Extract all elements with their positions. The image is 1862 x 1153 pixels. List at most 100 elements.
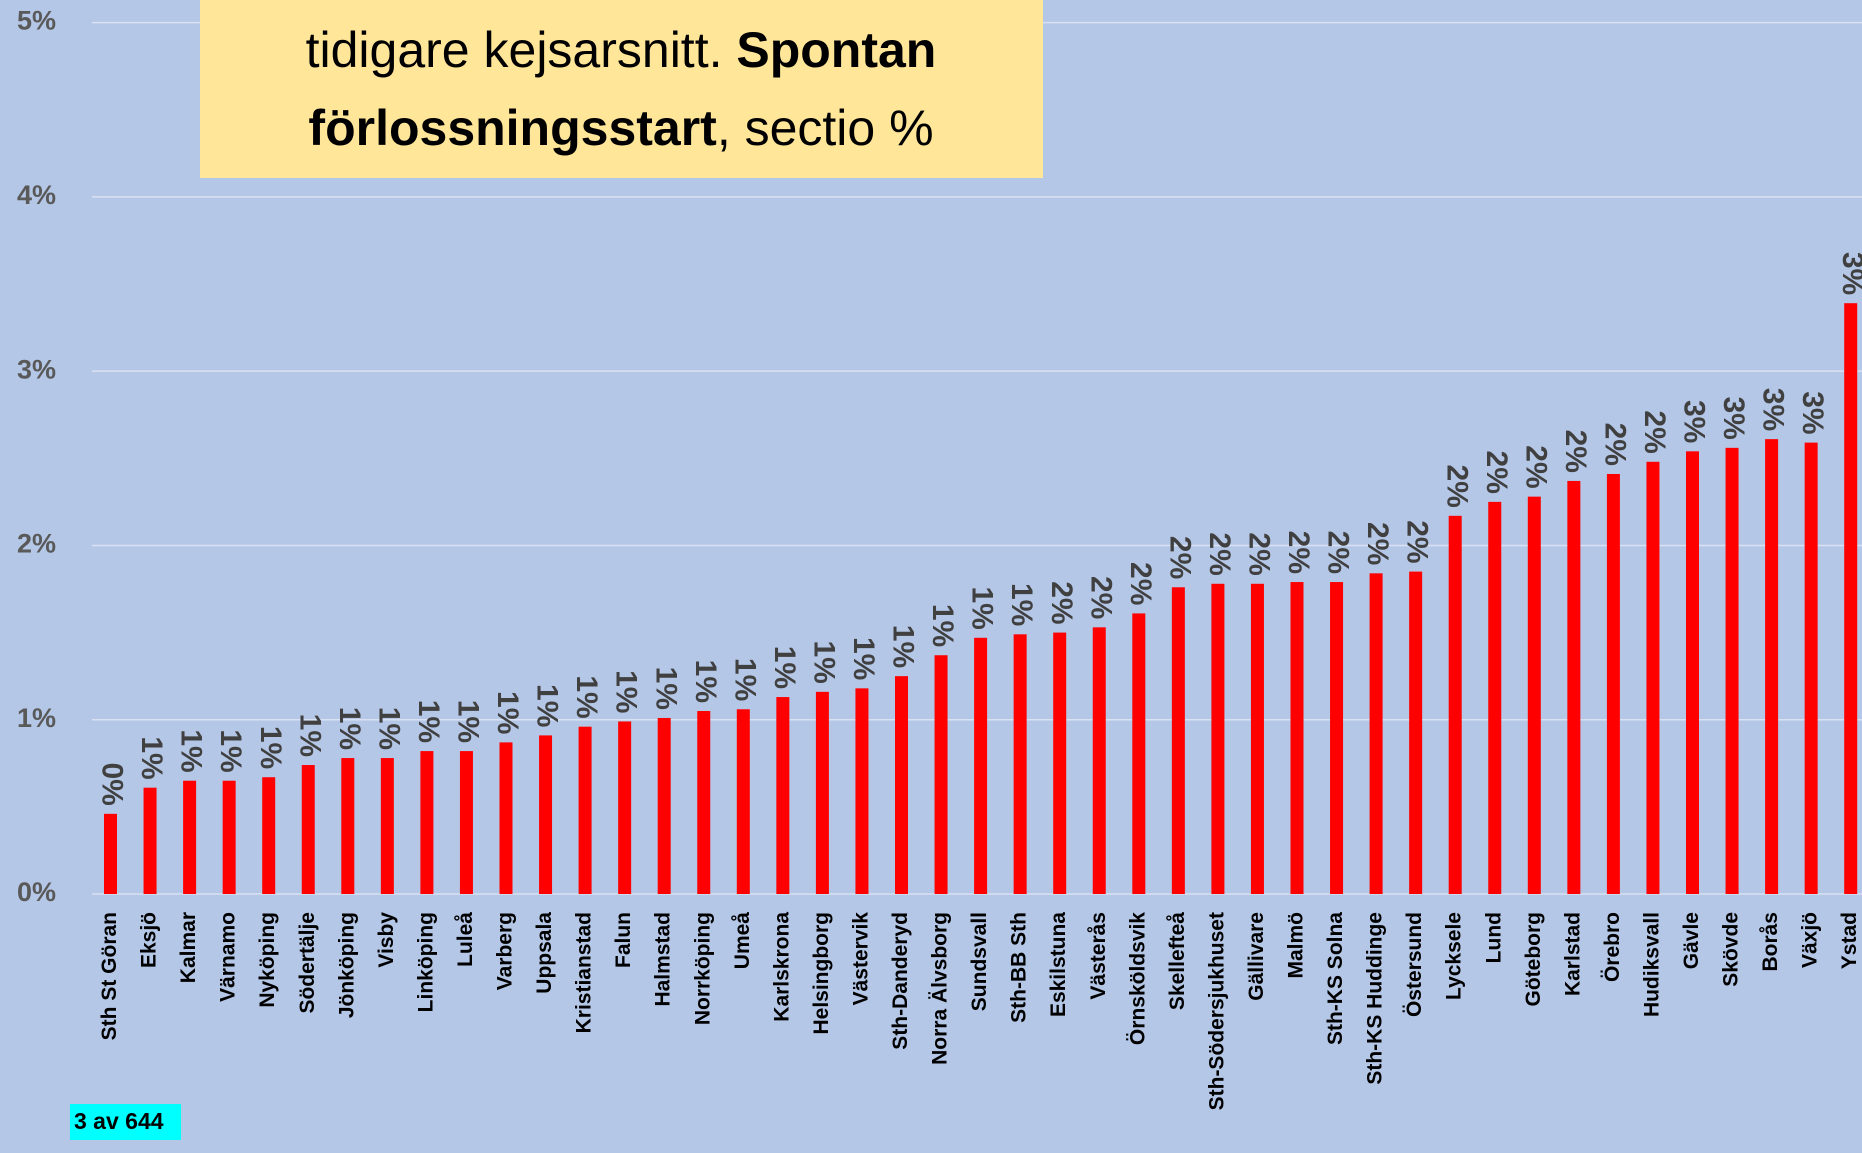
x-tick-label: Halmstad bbox=[652, 912, 675, 1007]
x-tick-label: Nyköping bbox=[256, 912, 279, 1008]
x-tick-label: Ystad bbox=[1838, 912, 1861, 969]
bar bbox=[1211, 583, 1225, 894]
x-tick-label: Gävle bbox=[1680, 912, 1703, 969]
x-tick-label: Jönköping bbox=[335, 912, 358, 1018]
value-label: 2% bbox=[1045, 581, 1078, 624]
value-label: 1% bbox=[1005, 583, 1038, 626]
value-label: 1% bbox=[452, 700, 485, 743]
value-label: 1% bbox=[135, 736, 168, 779]
x-tick-label: Varberg bbox=[494, 912, 517, 990]
bar bbox=[736, 709, 750, 894]
x-tick-label: Sundsvall bbox=[968, 912, 991, 1011]
bar bbox=[1527, 496, 1541, 894]
value-label: 2% bbox=[1203, 532, 1236, 575]
bar bbox=[1290, 582, 1304, 894]
x-tick-label: Sth-KS Solna bbox=[1324, 912, 1347, 1045]
bar bbox=[618, 721, 632, 894]
x-tick-label: Sth-Danderyd bbox=[889, 912, 912, 1050]
bar bbox=[1013, 634, 1027, 894]
value-label: 0% bbox=[96, 762, 129, 805]
bar bbox=[104, 813, 117, 894]
value-label: 1% bbox=[649, 667, 682, 710]
value-label: 2% bbox=[1124, 562, 1157, 605]
value-label: 3% bbox=[1836, 252, 1862, 295]
value-label: 2% bbox=[1282, 531, 1315, 574]
value-label: 1% bbox=[175, 729, 208, 772]
x-tick-label: Falun bbox=[612, 912, 635, 968]
bar bbox=[262, 777, 276, 894]
footnote-box bbox=[70, 1104, 181, 1140]
x-tick-label: Visby bbox=[375, 912, 398, 968]
value-label: 1% bbox=[214, 729, 247, 772]
bar bbox=[1765, 439, 1779, 894]
bar bbox=[1132, 613, 1146, 894]
bar bbox=[183, 780, 197, 894]
bar bbox=[974, 637, 988, 894]
value-label: 2% bbox=[1163, 536, 1196, 579]
x-tick-label: Lund bbox=[1482, 912, 1505, 963]
y-tick-label: 4% bbox=[17, 180, 56, 210]
x-tick-label: Norrköping bbox=[691, 912, 714, 1025]
x-tick-label: Helsingborg bbox=[810, 912, 833, 1035]
footnote: 3 av 644 bbox=[74, 1108, 164, 1134]
value-label: 1% bbox=[807, 640, 840, 683]
x-tick-label: Karlskrona bbox=[770, 912, 793, 1022]
bar bbox=[420, 751, 434, 894]
bar bbox=[1448, 515, 1462, 894]
title-box bbox=[200, 0, 1043, 178]
x-tick-label: Västervik bbox=[849, 912, 872, 1006]
x-tick-label: Skövde bbox=[1720, 912, 1743, 987]
x-tick-label: Karlstad bbox=[1561, 912, 1584, 996]
bar bbox=[499, 742, 513, 894]
title-segment: förlossningsstart bbox=[308, 100, 717, 156]
bar bbox=[895, 676, 908, 894]
y-tick-label: 0% bbox=[17, 877, 56, 907]
value-label: 1% bbox=[412, 700, 445, 743]
x-tick-label: Värnamo bbox=[217, 912, 240, 1002]
x-tick-label: Eskilstuna bbox=[1047, 912, 1070, 1017]
bar bbox=[697, 711, 711, 894]
value-label: 2% bbox=[1598, 423, 1631, 466]
x-tick-label: Sth-KS Huddinge bbox=[1364, 912, 1387, 1085]
bar bbox=[1488, 501, 1502, 894]
value-label: 1% bbox=[847, 637, 880, 680]
value-label: 3% bbox=[1717, 396, 1750, 439]
bar bbox=[1092, 627, 1106, 894]
x-tick-label: Uppsala bbox=[533, 912, 556, 994]
value-label: 1% bbox=[926, 604, 959, 647]
title-segment: Spontan bbox=[736, 22, 936, 78]
value-label: 2% bbox=[1401, 520, 1434, 563]
x-tick-label: Sth St Göran bbox=[98, 912, 121, 1040]
bar bbox=[1844, 303, 1858, 894]
value-label: 3% bbox=[1796, 391, 1829, 434]
value-label: 2% bbox=[1480, 451, 1513, 494]
title-segment: tidigare kejsarsnitt. bbox=[306, 22, 737, 78]
bar bbox=[1369, 573, 1383, 894]
value-label: 1% bbox=[768, 646, 801, 689]
value-label: 2% bbox=[1084, 576, 1117, 619]
x-tick-label: Hudiksvall bbox=[1640, 912, 1663, 1017]
value-label: 1% bbox=[531, 684, 564, 727]
bar bbox=[341, 758, 355, 894]
value-label: 2% bbox=[1440, 464, 1473, 507]
x-tick-label: Gällivare bbox=[1245, 912, 1268, 1001]
bar bbox=[1725, 447, 1739, 894]
bar bbox=[301, 765, 315, 894]
bar bbox=[1606, 473, 1620, 894]
bar bbox=[578, 726, 592, 894]
value-label: 1% bbox=[728, 658, 761, 701]
value-label: 1% bbox=[372, 707, 405, 750]
x-tick-label: Skellefteå bbox=[1166, 912, 1189, 1010]
value-label: 1% bbox=[689, 660, 722, 703]
x-tick-label: Sth-Södersjukhuset bbox=[1205, 912, 1228, 1110]
x-tick-label: Lycksele bbox=[1443, 912, 1466, 1000]
x-tick-label: Örebro bbox=[1601, 912, 1624, 982]
value-label: 2% bbox=[1638, 410, 1671, 453]
x-tick-label: Göteborg bbox=[1522, 912, 1545, 1007]
bar bbox=[222, 780, 236, 894]
value-label: 2% bbox=[1243, 532, 1276, 575]
x-tick-label: Södertälje bbox=[296, 912, 319, 1014]
bar bbox=[657, 717, 671, 894]
